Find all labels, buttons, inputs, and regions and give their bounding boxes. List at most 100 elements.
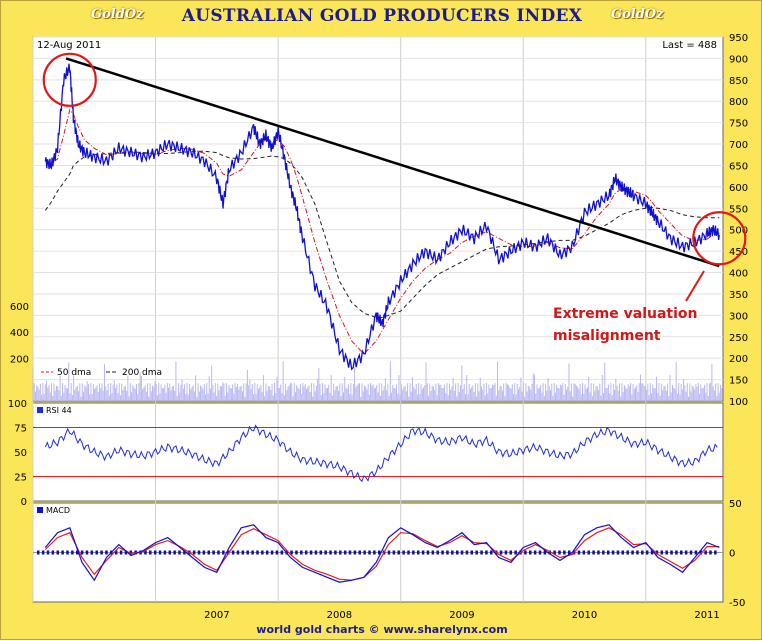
macd-histogram-bar (329, 550, 332, 555)
macd-histogram-bar (217, 550, 220, 555)
macd-histogram-bar (270, 550, 274, 555)
macd-histogram-bar (37, 550, 40, 555)
macd-histogram-bar (704, 550, 707, 555)
macd-tick-label: 0 (729, 549, 735, 560)
macd-histogram-bar (402, 550, 405, 555)
macd-line (44, 524, 720, 583)
price-tick-label: 600 (729, 183, 748, 194)
macd-histogram-bar (641, 550, 644, 555)
macd-histogram-bar (689, 550, 693, 555)
x-tick-label: 2011 (694, 610, 719, 621)
macd-histogram-bar (626, 550, 629, 555)
macd-histogram-bar (71, 550, 74, 555)
macd-histogram-bar (334, 550, 337, 555)
macd-histogram-bar (499, 550, 503, 555)
macd-histogram-bar (636, 550, 639, 555)
price-tick-label: 750 (729, 119, 748, 130)
macd-histogram-bar (251, 550, 254, 555)
macd-histogram-bar (504, 550, 508, 555)
macd-histogram-bar (694, 550, 698, 555)
price-tick-label: 200 (729, 354, 748, 365)
macd-legend-swatch (37, 507, 43, 513)
macd-histogram-bar (553, 550, 556, 555)
macd-histogram-bar (324, 550, 327, 555)
macd-histogram-bar (80, 550, 84, 555)
macd-histogram-bar (275, 550, 279, 555)
x-tick-label: 2009 (449, 610, 474, 621)
price-line (44, 63, 720, 371)
macd-histogram-bar (339, 550, 342, 555)
macd-histogram-bar (348, 550, 352, 555)
macd-histogram-bar (407, 550, 410, 555)
volume-tick-label: 200 (10, 355, 29, 366)
price-tick-label: 900 (729, 54, 748, 65)
price-tick-label: 350 (729, 290, 748, 301)
macd-histogram-bar (207, 550, 210, 555)
macd-histogram-bar (650, 550, 654, 555)
highlight-circle (692, 211, 747, 266)
dma50-line (45, 108, 720, 355)
macd-histogram-bar (509, 550, 513, 555)
macd-histogram-bar (226, 550, 230, 555)
macd-histogram-bar (416, 550, 420, 555)
macd-histogram-bar (41, 550, 45, 555)
macd-histogram-bar (114, 550, 118, 555)
price-tick-label: 300 (729, 311, 748, 322)
goldoz-logo-right: GoldOz (611, 7, 664, 22)
macd-tick-label: 50 (729, 499, 742, 510)
macd-histogram-bar (304, 550, 308, 555)
macd-histogram-bar (455, 550, 459, 555)
price-tick-label: 650 (729, 161, 748, 172)
macd-histogram-bar (158, 550, 162, 555)
x-tick-label: 2008 (327, 610, 352, 621)
macd-histogram-bar (75, 550, 79, 555)
macd-histogram-bar (655, 550, 659, 555)
macd-histogram-bar (446, 550, 449, 555)
legend-dma200-label: 200 dma (122, 368, 162, 378)
macd-histogram-bar (412, 550, 415, 555)
goldoz-logo-left: GoldOz (91, 7, 144, 22)
macd-histogram-bar (621, 550, 625, 555)
macd-histogram-bar (436, 550, 439, 555)
macd-histogram-bar (353, 550, 357, 555)
macd-histogram-bar (373, 550, 376, 555)
macd-histogram-bar (451, 550, 454, 555)
rsi-series-label: RSI 44 (46, 406, 72, 415)
macd-histogram-bar (309, 550, 313, 555)
macd-histogram-bar (470, 550, 474, 555)
macd-histogram-bar (153, 550, 157, 555)
rsi-line (44, 424, 718, 483)
macd-histogram-bar (314, 550, 318, 555)
macd-histogram-bar (426, 550, 430, 555)
macd-signal-line (44, 527, 720, 581)
macd-histogram-bar (684, 550, 688, 555)
macd-histogram-bar (168, 550, 172, 555)
macd-histogram-bar (529, 550, 532, 555)
price-tick-label: 700 (729, 140, 748, 151)
macd-histogram-bar (46, 550, 50, 555)
macd-histogram-bar (543, 550, 547, 555)
x-tick-label: 2007 (204, 610, 229, 621)
rsi-tick-label: 0 (21, 497, 27, 508)
macd-histogram-bar (246, 550, 249, 555)
macd-histogram-bar (212, 550, 215, 555)
macd-histogram-bar (319, 550, 323, 555)
macd-histogram-bar (699, 550, 703, 555)
macd-histogram-bar (231, 550, 235, 555)
macd-histogram-bar (567, 550, 571, 555)
macd-histogram-bar (95, 550, 98, 555)
macd-histogram-bar (548, 550, 551, 555)
legend-dma50-label: 50 dma (57, 368, 91, 378)
macd-histogram-bar (606, 550, 610, 555)
macd-histogram-bar (465, 550, 469, 555)
macd-histogram-bar (261, 550, 264, 555)
macd-histogram-bar (582, 550, 586, 555)
macd-histogram-bar (514, 550, 517, 555)
macd-histogram-bar (660, 550, 664, 555)
macd-histogram-bar (124, 550, 128, 555)
macd-histogram-bar (66, 550, 69, 555)
macd-histogram-bar (144, 550, 147, 555)
macd-histogram-bar (645, 550, 649, 555)
macd-histogram-bar (129, 550, 133, 555)
macd-histogram-bar (378, 550, 381, 555)
